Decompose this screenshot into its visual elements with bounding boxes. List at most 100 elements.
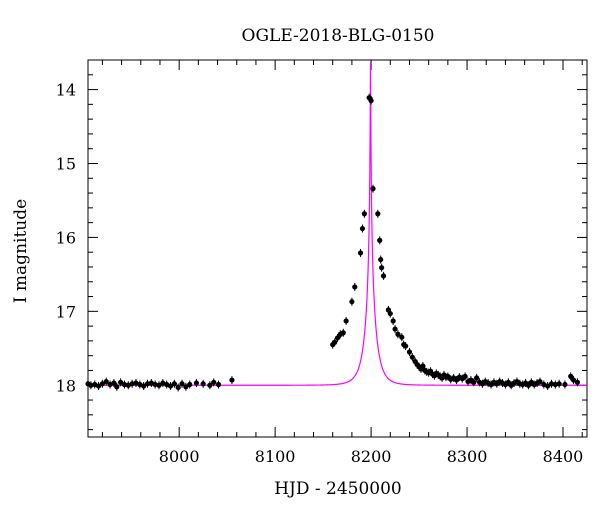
data-marker — [103, 378, 109, 385]
data-point — [215, 380, 222, 389]
data-marker — [99, 381, 105, 387]
data-point — [395, 330, 401, 339]
y-tick-label: 16 — [56, 228, 76, 247]
data-point — [229, 376, 235, 385]
data-marker — [141, 383, 147, 389]
data-point — [193, 379, 200, 388]
y-tick-label: 17 — [56, 302, 76, 321]
data-marker — [175, 384, 181, 391]
data-marker — [183, 384, 189, 390]
data-point — [334, 333, 341, 342]
data-point — [390, 316, 396, 325]
data-marker — [462, 373, 468, 379]
data-point — [95, 381, 102, 390]
plot-border — [87, 59, 588, 438]
data-point — [118, 378, 124, 387]
data-point — [352, 282, 358, 291]
data-point — [175, 383, 181, 392]
data-point — [167, 381, 174, 390]
data-point — [545, 381, 551, 390]
data-point — [99, 379, 105, 388]
data-point — [406, 347, 413, 356]
data-marker — [474, 375, 480, 381]
data-point — [359, 224, 366, 233]
data-marker — [111, 380, 117, 386]
data-point — [380, 271, 387, 280]
data-marker — [211, 379, 217, 385]
x-axis-title: HJD - 2450000 — [274, 479, 402, 499]
data-point — [114, 382, 120, 391]
data-point — [537, 377, 543, 386]
data-point — [370, 184, 376, 193]
data-point — [462, 372, 468, 381]
data-point — [399, 333, 405, 342]
data-point — [471, 378, 477, 387]
data-point — [183, 382, 189, 391]
y-tick-label: 14 — [56, 81, 76, 100]
data-marker — [399, 334, 405, 340]
data-marker — [352, 284, 358, 290]
data-marker — [114, 384, 120, 390]
data-marker — [357, 250, 364, 256]
data-marker — [568, 373, 574, 379]
data-point — [200, 379, 206, 388]
plot-frame — [87, 59, 588, 438]
data-marker — [471, 379, 477, 385]
data-point — [187, 380, 193, 389]
y-axis-title: I magnitude — [11, 199, 31, 303]
data-marker — [193, 380, 200, 386]
data-point — [375, 209, 381, 218]
data-marker — [332, 339, 338, 345]
data-marker — [95, 383, 102, 389]
data-point — [379, 263, 385, 272]
data-marker — [368, 98, 374, 104]
data-marker — [156, 382, 162, 388]
data-marker — [390, 318, 396, 324]
data-marker — [343, 318, 349, 324]
data-marker — [207, 382, 213, 388]
data-point — [207, 381, 213, 390]
data-marker — [361, 211, 367, 217]
y-tick-label: 15 — [56, 154, 76, 173]
data-marker — [118, 379, 124, 385]
data-point — [403, 342, 409, 351]
x-tick-label: 8300 — [447, 447, 488, 466]
data-marker — [171, 381, 177, 387]
data-marker — [380, 273, 387, 279]
data-point — [171, 379, 177, 388]
data-point — [474, 373, 480, 382]
x-tick-label: 8400 — [543, 447, 584, 466]
data-marker — [370, 186, 376, 192]
tick-labels: 8000 8100 8200 8300 8400 14 15 16 17 18 — [56, 81, 584, 466]
data-marker — [377, 237, 383, 243]
data-point — [340, 328, 346, 337]
data-marker — [574, 379, 581, 385]
data-marker — [570, 377, 577, 383]
data-marker — [537, 378, 543, 385]
data-marker — [409, 354, 415, 360]
data-marker — [562, 381, 568, 388]
data-marker — [340, 330, 346, 336]
data-point — [111, 379, 117, 388]
data-point — [387, 309, 393, 318]
data-point — [574, 378, 581, 387]
axis-ticks — [88, 59, 587, 437]
data-marker — [378, 256, 384, 263]
data-point — [420, 362, 426, 371]
data-marker — [545, 383, 551, 389]
data-marker — [359, 225, 366, 232]
data-points-layer — [85, 93, 581, 392]
data-point — [378, 255, 384, 264]
data-marker — [387, 310, 393, 317]
data-point — [409, 353, 415, 362]
data-point — [141, 381, 147, 390]
x-tick-label: 8100 — [255, 447, 296, 466]
data-point — [392, 325, 398, 334]
data-marker — [187, 381, 193, 388]
data-point — [570, 376, 577, 385]
y-tick-label: 18 — [56, 376, 76, 395]
data-marker — [395, 331, 401, 337]
x-tick-label: 8000 — [159, 447, 200, 466]
data-point — [332, 338, 338, 347]
